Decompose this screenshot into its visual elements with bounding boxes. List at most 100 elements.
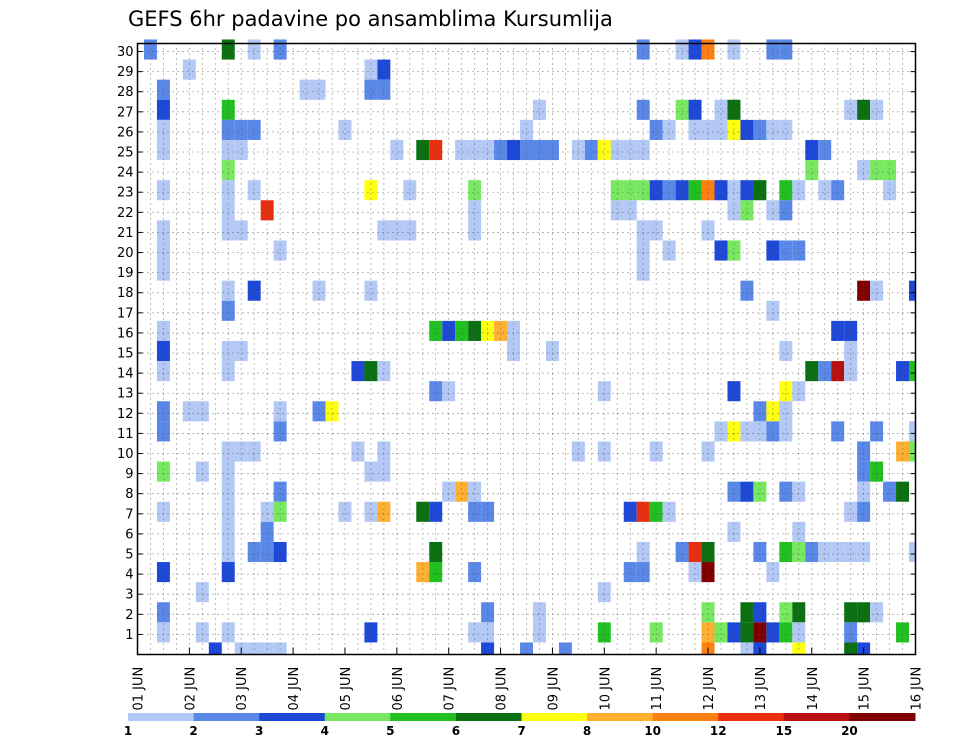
heatmap-cell — [727, 99, 741, 120]
heatmap-cell — [468, 562, 482, 583]
heatmap-cell — [364, 501, 378, 522]
y-tick-label: 27 — [117, 105, 134, 120]
heatmap-cell — [156, 461, 170, 482]
heatmap-cell — [792, 381, 806, 402]
heatmap-cell — [221, 541, 235, 563]
heatmap-cell — [779, 541, 793, 563]
heatmap-cell — [403, 220, 417, 241]
heatmap-cell — [766, 300, 780, 321]
heatmap-cell — [221, 501, 235, 522]
heatmap-cell — [156, 119, 170, 140]
heatmap-cell — [156, 562, 170, 583]
heatmap-cells — [143, 39, 916, 655]
x-tick-label: 05 JUN — [339, 667, 354, 711]
heatmap-cell — [792, 481, 806, 502]
heatmap-cell — [857, 481, 871, 502]
heatmap-cell — [597, 582, 611, 603]
heatmap-cell — [727, 240, 741, 261]
heatmap-cell — [429, 562, 443, 583]
y-tick-label: 13 — [117, 387, 134, 402]
heatmap-cell — [377, 59, 391, 80]
heatmap-cell — [221, 200, 235, 221]
y-tick-label: 9 — [125, 467, 133, 482]
heatmap-cell — [429, 541, 443, 563]
heatmap-cell — [195, 622, 209, 643]
heatmap-cell — [779, 39, 793, 60]
heatmap-cell — [364, 361, 378, 382]
heatmap-cell — [247, 119, 261, 140]
x-tick-label: 10 JUN — [598, 667, 613, 711]
colorbar-label: 2 — [189, 724, 197, 738]
y-tick-label: 4 — [125, 568, 133, 583]
heatmap-cell — [649, 220, 663, 241]
heatmap-cell — [377, 461, 391, 482]
colorbar-label: 12 — [710, 724, 727, 738]
heatmap-cell — [779, 240, 793, 261]
heatmap-cell — [883, 481, 897, 502]
heatmap-cell — [792, 602, 806, 623]
y-tick-label: 17 — [117, 306, 134, 321]
heatmap-cell — [857, 541, 871, 563]
heatmap-cell — [468, 622, 482, 643]
x-tick-label: 09 JUN — [546, 667, 561, 711]
heatmap-cell — [416, 562, 430, 583]
heatmap-cell — [740, 622, 754, 643]
heatmap-cell — [779, 622, 793, 643]
x-tick-label: 03 JUN — [235, 667, 250, 711]
heatmap-cell — [545, 139, 559, 161]
heatmap-cell — [701, 39, 715, 60]
plot-frame — [136, 42, 917, 656]
heatmap-cell — [766, 240, 780, 261]
heatmap-cell — [545, 340, 559, 362]
colorbar-swatch — [390, 713, 457, 721]
heatmap-cell — [870, 421, 884, 442]
heatmap-cell — [779, 200, 793, 221]
heatmap-cell — [312, 280, 326, 301]
heatmap-cell — [766, 401, 780, 422]
heatmap-cell — [779, 340, 793, 362]
heatmap-cell — [623, 200, 637, 221]
x-tick-label: 13 JUN — [754, 667, 769, 711]
chart-title: GEFS 6hr padavine po ansamblima Kursumli… — [128, 7, 613, 31]
heatmap-cell — [299, 79, 313, 100]
heatmap-cell — [701, 119, 715, 140]
y-tick-label: 5 — [125, 548, 133, 563]
heatmap-cell — [857, 602, 871, 623]
heatmap-cell — [701, 622, 715, 643]
heatmap-cell — [156, 260, 170, 281]
heatmap-cell — [753, 401, 767, 422]
heatmap-cell — [766, 119, 780, 140]
heatmap-cell — [883, 180, 897, 201]
heatmap-cell — [156, 361, 170, 382]
heatmap-cell — [844, 361, 858, 382]
y-tick-label: 23 — [117, 186, 134, 201]
heatmap-cell — [909, 441, 916, 462]
colorbar-label: 10 — [644, 724, 661, 738]
heatmap-cell — [584, 139, 598, 161]
heatmap-cell — [221, 521, 235, 542]
heatmap-cell — [182, 59, 196, 80]
heatmap-cell — [714, 240, 728, 261]
heatmap-cell — [481, 622, 495, 643]
heatmap-cell — [468, 320, 482, 341]
heatmap-cell — [740, 642, 754, 655]
heatmap-cell — [870, 160, 884, 181]
heatmap-cell — [792, 642, 806, 655]
heatmap-cell — [390, 139, 404, 161]
heatmap-cell — [208, 642, 222, 655]
heatmap-cell — [221, 39, 235, 60]
heatmap-cell — [831, 541, 845, 563]
heatmap-cell — [753, 622, 767, 643]
colorbar-label: 3 — [255, 724, 263, 738]
heatmap-cell — [701, 541, 715, 563]
colorbar-label: 5 — [386, 724, 394, 738]
heatmap-cell — [273, 39, 287, 60]
heatmap-cell — [442, 320, 456, 341]
heatmap-cell — [273, 541, 287, 563]
heatmap-cell — [649, 501, 663, 522]
heatmap-cell — [156, 340, 170, 362]
heatmap-cell — [494, 139, 508, 161]
y-tick-label: 7 — [125, 507, 133, 522]
heatmap-cell — [221, 160, 235, 181]
heatmap-cell — [870, 602, 884, 623]
